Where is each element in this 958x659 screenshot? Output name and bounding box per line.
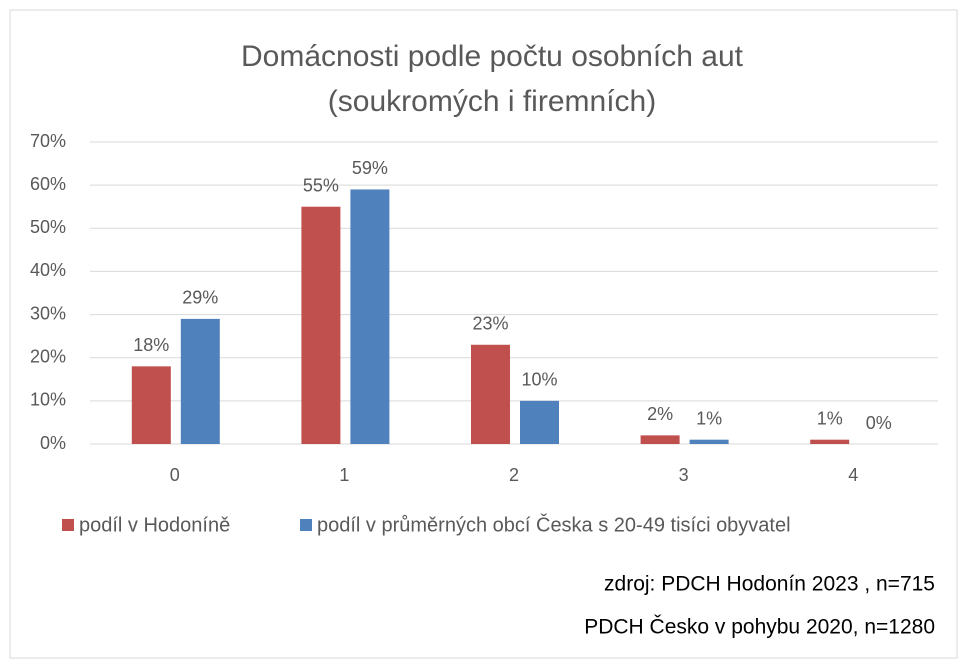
legend-swatch [300, 519, 312, 531]
data-label: 1% [817, 408, 843, 428]
data-label: 55% [303, 175, 339, 195]
bar [301, 206, 341, 444]
bar [471, 344, 510, 444]
data-label: 59% [352, 158, 388, 178]
chart-title: (soukromých i firemních) [328, 85, 656, 118]
data-label: 2% [647, 404, 673, 424]
bar [689, 439, 729, 444]
legend-swatch [62, 519, 74, 531]
bar [520, 400, 559, 444]
y-tick-label: 30% [30, 303, 66, 323]
data-label: 18% [133, 335, 169, 355]
y-tick-label: 10% [30, 390, 66, 410]
x-tick-label: 2 [509, 465, 519, 485]
data-label: 29% [182, 288, 218, 308]
data-label: 10% [521, 370, 557, 390]
y-tick-label: 50% [30, 217, 66, 237]
annotation: PDCH Česko v pohybu 2020, n=1280 [584, 616, 935, 639]
data-label: 1% [696, 408, 722, 428]
bar [640, 435, 680, 444]
bar [131, 366, 171, 444]
y-tick-label: 0% [40, 433, 66, 453]
bar [180, 318, 220, 444]
y-tick-label: 40% [30, 260, 66, 280]
bar [350, 189, 390, 444]
bar [810, 439, 850, 444]
chart-title: Domácnosti podle počtu osobních aut [241, 40, 744, 73]
chart-frame [9, 9, 958, 659]
y-tick-label: 60% [30, 174, 66, 194]
x-tick-label: 0 [170, 465, 180, 485]
x-tick-label: 3 [679, 465, 689, 485]
x-tick-label: 4 [848, 465, 858, 485]
data-label: 0% [866, 413, 892, 433]
legend-label: podíl v Hodoníně [79, 514, 230, 536]
annotation: zdroj: PDCH Hodonín 2023 , n=715 [604, 573, 935, 596]
y-tick-label: 20% [30, 346, 66, 366]
legend-label: podíl v průměrných obcí Česka s 20-49 ti… [317, 513, 791, 536]
data-label: 23% [472, 314, 508, 334]
x-tick-label: 1 [339, 465, 349, 485]
y-tick-label: 70% [30, 131, 66, 151]
